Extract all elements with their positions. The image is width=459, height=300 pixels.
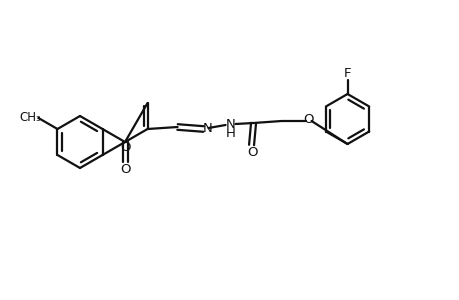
Text: O: O <box>302 112 313 125</box>
Text: CH₃: CH₃ <box>20 110 41 124</box>
Text: O: O <box>247 146 257 158</box>
Text: N: N <box>225 118 235 130</box>
Text: N: N <box>202 122 212 134</box>
Text: H: H <box>225 127 235 140</box>
Text: F: F <box>343 67 351 80</box>
Text: O: O <box>119 163 130 176</box>
Text: O: O <box>119 140 130 154</box>
